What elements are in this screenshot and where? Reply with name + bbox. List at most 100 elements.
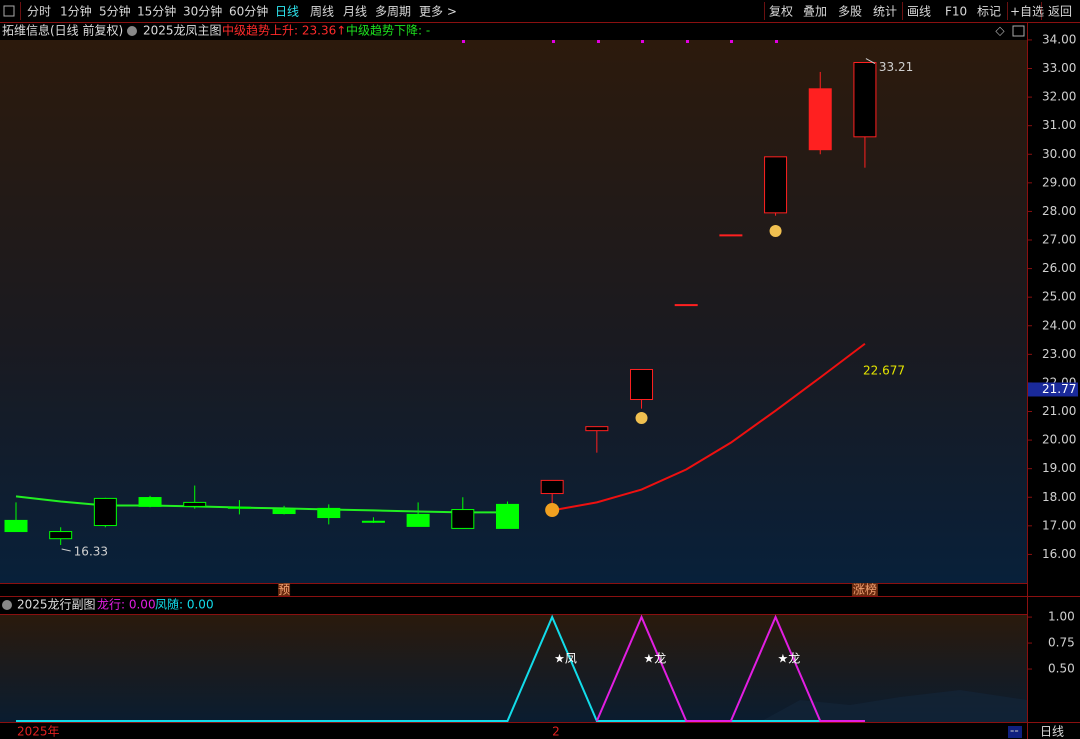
toolbar-button[interactable]: F10 [945, 5, 967, 19]
toolbar-button[interactable]: 统计 [873, 5, 897, 19]
toolbar-button[interactable]: 画线 [907, 5, 931, 19]
y-tick-label: 29.00 [1042, 175, 1076, 189]
candle-body [93, 497, 117, 527]
marker-label: 预 [278, 583, 290, 597]
y-tick-label: 34.00 [1042, 32, 1076, 46]
y-tick-label: 27.00 [1042, 233, 1076, 247]
y-tick-label: 19.00 [1042, 461, 1076, 475]
toolbar-button[interactable]: 多股 [838, 5, 862, 19]
candle-body [853, 62, 877, 138]
y-tick-label: 32.00 [1042, 90, 1076, 104]
period-tab[interactable]: 1分钟 [60, 4, 92, 19]
stock-title: 拓维信息(日线 前复权) [2, 23, 123, 38]
money-icon [635, 412, 648, 424]
candle-body [808, 88, 832, 151]
high-annotation: 33.21 [879, 60, 913, 74]
y-tick-label: 25.00 [1042, 290, 1076, 304]
marker-label: 涨榜 [853, 582, 877, 597]
toolbar-separators [20, 2, 1042, 20]
signal-label: ★龙 [778, 652, 801, 666]
period-tab[interactable]: 30分钟 [183, 4, 222, 19]
dropdown-icon[interactable] [2, 600, 12, 610]
period-tab[interactable]: 日线 [275, 5, 299, 19]
y-tick-label: 31.00 [1042, 118, 1076, 132]
last-price-box [1028, 382, 1078, 397]
y-tick-label: 28.00 [1042, 204, 1076, 218]
diamond-icon[interactable]: ◇ [995, 24, 1005, 38]
signal-label: ★龙 [644, 652, 667, 666]
candle-body [272, 509, 296, 515]
ma-annotation: 22.677 [863, 364, 905, 378]
signal-dots [462, 40, 778, 43]
menu-icon[interactable] [3, 5, 15, 17]
y-tick-label: 1.00 [1048, 610, 1075, 624]
money-icon [769, 225, 782, 237]
footer-mark: 2 [552, 725, 560, 739]
candle-body [49, 531, 73, 540]
candle-body [719, 234, 743, 237]
toolbar-button[interactable]: +自选 [1010, 5, 1044, 19]
y-tick-label: 16.00 [1042, 547, 1076, 561]
candle-body [451, 509, 475, 529]
candle-body [138, 497, 162, 507]
period-tab[interactable]: 5分钟 [99, 4, 131, 19]
candle-body [183, 501, 207, 507]
candle-body [406, 513, 430, 527]
period-tab[interactable]: 60分钟 [229, 4, 268, 19]
toolbar-button[interactable]: 标记 [977, 5, 1001, 19]
toolbar-button[interactable]: 复权 [769, 5, 793, 19]
candle-body [4, 519, 28, 533]
y-tick-label: 23.00 [1042, 347, 1076, 361]
candle-body [540, 479, 564, 495]
marker-box [278, 583, 291, 596]
last-price-label: 21.77 [1042, 382, 1076, 396]
period-tab[interactable]: 周线 [310, 5, 334, 19]
frame [0, 22, 1080, 739]
y-tick-label: 18.00 [1042, 490, 1076, 504]
footer-period[interactable]: 日线 [1040, 725, 1064, 739]
y-tick-label: 30.00 [1042, 147, 1076, 161]
candle-body [764, 156, 788, 214]
trend-indicator: 中级趋势上升: 23.36↑ [222, 23, 346, 38]
period-tab[interactable]: 更多 > [419, 5, 457, 19]
moving-average [551, 342, 866, 512]
sub-legend: 龙行: 0.00 [97, 598, 156, 612]
period-tab[interactable]: 月线 [343, 5, 367, 19]
window-icon[interactable] [1012, 25, 1025, 37]
y-tick-label: 20.00 [1042, 433, 1076, 447]
candle-body [630, 368, 654, 400]
sub-legend: 凤随: 0.00 [155, 597, 214, 612]
y-tick-label: 33.00 [1042, 61, 1076, 75]
y-tick-label: 17.00 [1042, 518, 1076, 532]
indicator-line [595, 614, 865, 722]
period-tab[interactable]: 分时 [27, 5, 51, 19]
toolbar-button[interactable]: 返回 [1048, 5, 1072, 19]
footer-right: -- [1010, 724, 1019, 738]
footer-year: 2025年 [17, 725, 60, 739]
marker-box [851, 583, 878, 596]
period-tab[interactable]: 多周期 [375, 5, 411, 19]
candle-body [227, 506, 251, 509]
candle-body [361, 520, 385, 523]
candle-body [674, 304, 698, 307]
candle-body [585, 426, 609, 432]
trend-indicator: 中级趋势下降: - [346, 23, 430, 38]
y-tick-label: 0.75 [1048, 636, 1075, 650]
low-annotation: 16.33 [74, 544, 108, 558]
signal-label: ★凤 [554, 652, 577, 666]
period-tab[interactable]: 15分钟 [137, 4, 176, 19]
sub-indicator-name: 2025龙行副图 [17, 598, 96, 612]
dropdown-icon[interactable] [127, 26, 137, 36]
candle-body [495, 503, 519, 529]
shade [760, 690, 1027, 722]
signal-icon [545, 503, 560, 517]
toolbar-button[interactable]: 叠加 [803, 5, 827, 19]
candle-body [317, 507, 341, 519]
y-tick-label: 21.00 [1042, 404, 1076, 418]
scroll-box[interactable] [1008, 726, 1022, 738]
y-tick-label: 0.50 [1048, 662, 1075, 676]
y-tick-label: 24.00 [1042, 318, 1076, 332]
main-indicator-name: 2025龙凤主图 [143, 24, 222, 38]
